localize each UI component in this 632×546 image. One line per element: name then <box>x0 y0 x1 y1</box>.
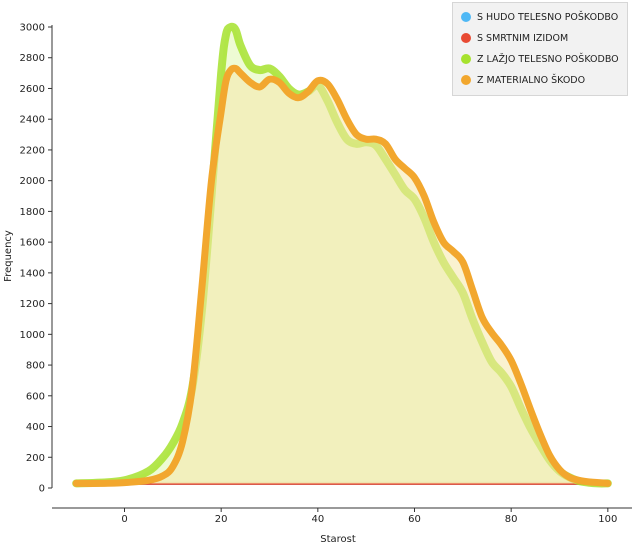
y-tick-label: 2000 <box>20 176 45 187</box>
y-tick-label: 2400 <box>20 115 45 126</box>
legend-swatch-z-materialno <box>461 75 471 85</box>
y-tick-label: 800 <box>26 361 45 372</box>
y-tick-label: 2600 <box>20 84 45 95</box>
series-3-line[interactable] <box>72 64 612 487</box>
legend: S HUDO TELESNO POŠKODBO S SMRTNIM IZIDOM… <box>452 2 628 96</box>
y-tick-label: 1800 <box>20 207 45 218</box>
legend-label-z-lazjo: Z LAŽJO TELESNO POŠKODBO <box>477 53 619 65</box>
legend-label-z-materialno: Z MATERIALNO ŠKODO <box>477 74 586 86</box>
x-axis-title: Starost <box>320 534 356 545</box>
legend-item-z-lazjo[interactable]: Z LAŽJO TELESNO POŠKODBO <box>461 51 619 67</box>
x-tick-label: 0 <box>121 514 127 525</box>
y-tick-label: 0 <box>39 484 45 495</box>
y-tick-label: 2800 <box>20 53 45 64</box>
legend-item-s-hudo[interactable]: S HUDO TELESNO POŠKODBO <box>461 9 618 25</box>
legend-item-z-materialno[interactable]: Z MATERIALNO ŠKODO <box>461 72 585 88</box>
legend-swatch-z-lazjo <box>461 54 471 64</box>
legend-label-s-hudo: S HUDO TELESNO POŠKODBO <box>477 11 619 23</box>
legend-item-s-smrtnim[interactable]: S SMRTNIM IZIDOM <box>461 30 568 46</box>
y-tick-label: 3000 <box>20 23 45 34</box>
x-tick-label: 60 <box>408 514 421 525</box>
y-tick-label: 1200 <box>20 299 45 310</box>
series-3-area <box>76 68 608 484</box>
axes: 0200400600800100012001400160018002000220… <box>20 23 632 525</box>
legend-swatch-s-hudo <box>461 12 471 22</box>
plot-series <box>72 22 612 488</box>
y-tick-label: 1000 <box>20 330 45 341</box>
legend-swatch-s-smrtnim <box>461 33 471 43</box>
y-tick-label: 400 <box>26 422 45 433</box>
x-tick-label: 20 <box>215 514 228 525</box>
y-tick-label: 200 <box>26 453 45 464</box>
y-axis-title: Frequency <box>3 230 14 282</box>
y-tick-label: 600 <box>26 391 45 402</box>
x-tick-label: 40 <box>311 514 324 525</box>
x-tick-label: 100 <box>598 514 617 525</box>
y-tick-label: 1400 <box>20 268 45 279</box>
y-tick-label: 1600 <box>20 238 45 249</box>
legend-label-s-smrtnim: S SMRTNIM IZIDOM <box>477 32 569 44</box>
y-tick-label: 2200 <box>20 145 45 156</box>
x-tick-label: 80 <box>505 514 518 525</box>
